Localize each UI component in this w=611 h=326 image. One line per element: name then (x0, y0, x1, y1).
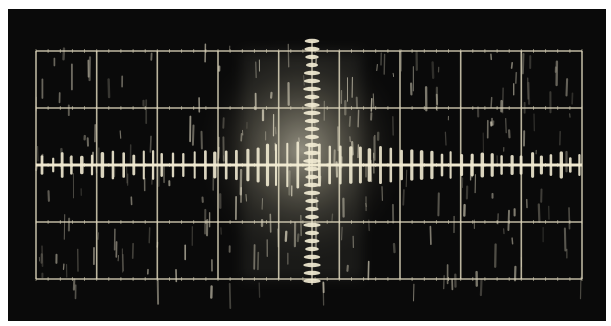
noise-streak (119, 130, 122, 139)
noise-streak (507, 209, 510, 231)
noise-streak (372, 93, 375, 109)
noise-streak (402, 189, 405, 206)
noise-streak (392, 72, 395, 78)
noise-streak (568, 207, 571, 230)
noise-streak (565, 78, 569, 97)
noise-streak (376, 63, 378, 72)
noise-streak (228, 282, 232, 309)
noise-streak (510, 61, 514, 69)
noise-streak (429, 225, 432, 246)
noise-streak (444, 131, 447, 146)
noise-streak (537, 203, 541, 224)
noise-streak (191, 124, 195, 146)
noise-streak (148, 227, 151, 244)
noise-streak (41, 245, 44, 267)
noise-streak (479, 278, 483, 297)
waveform-trace (36, 38, 582, 285)
noise-streak (149, 135, 152, 153)
oscilloscope-screen (8, 9, 606, 321)
noise-streak (405, 169, 408, 188)
noise-streak (370, 98, 373, 112)
center-bloom (242, 51, 363, 279)
noise-streak (107, 78, 111, 99)
noise-streak (490, 96, 493, 109)
scope-display (35, 30, 583, 312)
noise-streak (392, 242, 396, 254)
noise-streak (511, 237, 514, 245)
noise-streak (514, 71, 518, 84)
noise-streak (527, 81, 531, 105)
noise-streak (505, 118, 507, 134)
noise-streak (563, 227, 567, 252)
noise-streak (521, 53, 525, 75)
noise-streak (431, 61, 435, 79)
